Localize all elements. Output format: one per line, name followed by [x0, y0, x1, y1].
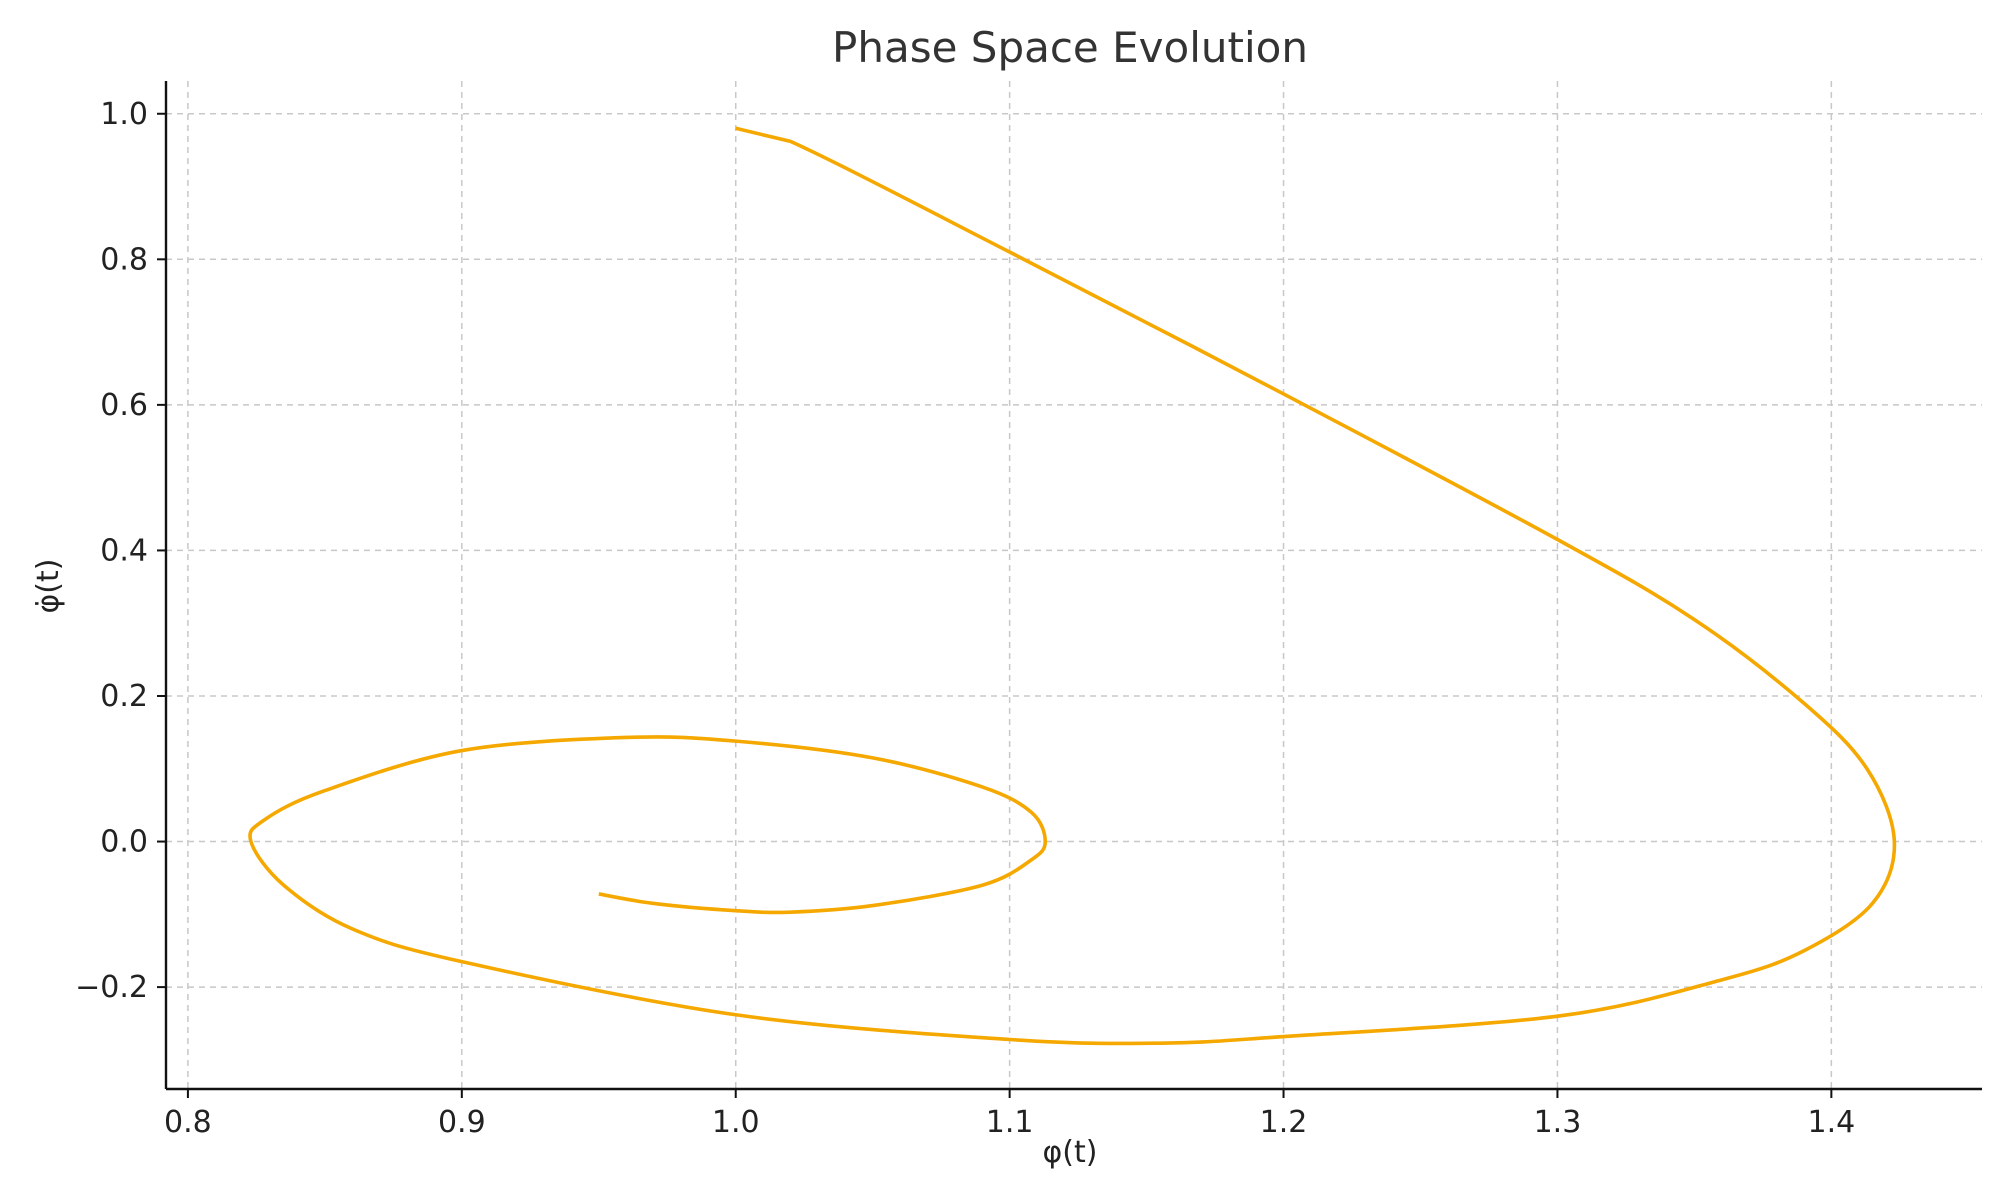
y-tick-label: 0.2 [100, 679, 148, 714]
x-tick-label: 1.3 [1534, 1105, 1582, 1140]
plot-series [248, 126, 1897, 1046]
x-tick-label: 1.2 [1260, 1105, 1308, 1140]
x-tick-label: 1.1 [986, 1105, 1034, 1140]
chart-title: Phase Space Evolution [832, 23, 1308, 72]
x-tick-label: 1.0 [712, 1105, 760, 1140]
y-tick-label: 1.0 [100, 97, 148, 132]
y-tick-label: 0.6 [100, 388, 148, 423]
grid-lines [166, 81, 1982, 1089]
axes [164, 81, 1982, 1091]
y-tick-label: 0.8 [100, 242, 148, 277]
phase-trajectory-line [248, 126, 1897, 1046]
y-ticks: −0.2 0.0 0.2 0.4 0.6 0.8 1.0 [75, 97, 166, 1005]
y-tick-label: −0.2 [75, 970, 148, 1005]
x-ticks: 0.8 0.9 1.0 1.1 1.2 1.3 1.4 [164, 1089, 1855, 1140]
y-axis-label: φ̇(t) [31, 559, 66, 614]
x-tick-label: 0.9 [438, 1105, 486, 1140]
x-tick-label: 0.8 [164, 1105, 212, 1140]
y-tick-label: 0.0 [100, 825, 148, 860]
y-tick-label: 0.4 [100, 533, 148, 568]
x-tick-label: 1.4 [1807, 1105, 1855, 1140]
x-axis-label: φ(t) [1043, 1135, 1098, 1170]
